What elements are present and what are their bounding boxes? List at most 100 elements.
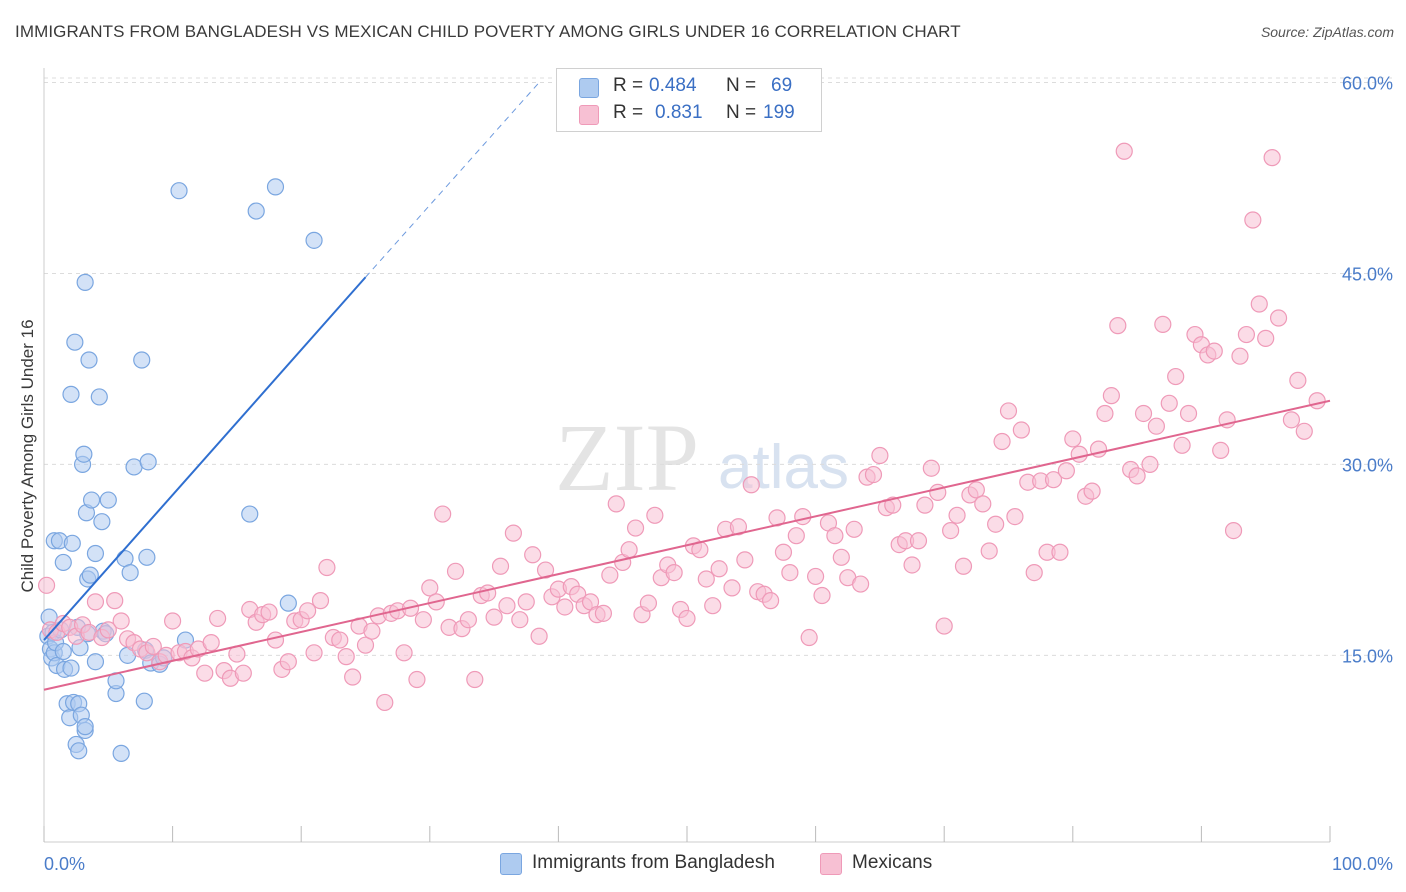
mexicans-point [1070,445,1088,463]
bangladesh-point [93,513,111,531]
mexicans-point [1128,467,1146,485]
mexicans-point [704,597,722,615]
correlation-legend: R = 0.484 N = 69 R = 0.831 N = 199 [556,68,822,132]
mexicans-point [318,558,336,577]
legend-row-bangladesh: R = 0.484 N = 69 [579,75,809,101]
mexicans-point [594,604,613,622]
mexicans-point [1205,342,1223,360]
mexicans-point [742,476,760,494]
y-tick-label: 15.0% [1342,646,1393,666]
bottom-legend-label-bangladesh: Immigrants from Bangladesh [532,852,775,873]
mexicans-point [999,402,1018,420]
mexicans-point [922,459,940,477]
mexicans-point [376,693,394,712]
mexicans-point [1244,211,1262,229]
mexicans-point [723,579,741,597]
mexicans-point [1295,422,1313,440]
legend-r-label: R = [613,102,644,123]
bangladesh-point [66,333,84,351]
mexicans-point [524,546,542,564]
mexicans-point [1173,436,1191,454]
mexicans-point [852,575,870,593]
mexicans-point [1147,417,1165,435]
mexicans-point [1269,309,1288,327]
mexicans-point [1102,387,1120,405]
legend-n-value: 199 [763,102,795,123]
mexicans-point [1167,367,1185,386]
bottom-legend-label-mexicans: Mexicans [852,852,933,873]
bottom-legend-swatch-mexicans [820,853,842,875]
mexicans-point [485,608,503,626]
bangladesh-point [139,453,157,471]
bangladesh-trend-extension [365,82,540,278]
mexicans-point [421,579,439,597]
bottom-legend-swatch-bangladesh [500,853,522,875]
x-tick-label-max: 100.0% [1332,854,1393,874]
mexicans-point [536,561,555,579]
mexicans-point [1141,455,1159,473]
bangladesh-point [54,642,72,661]
mexicans-point [1115,142,1133,160]
mexicans-point [967,481,985,499]
mexicans-point [1025,564,1043,582]
mexicans-point [434,505,452,523]
bottom-legend-bangladesh: Immigrants from Bangladesh [500,852,800,876]
watermark: ZIP atlas [555,404,849,511]
bangladesh-point [135,692,153,710]
bangladesh-point [170,182,188,200]
mexicans-point [1263,149,1281,167]
mexicans-point [697,570,715,588]
mexicans-point [1154,315,1172,333]
mexicans-point [916,496,934,514]
mexicans-point [86,593,105,611]
mexicans-point [954,557,973,575]
mexicans-point [626,519,645,537]
mexicans-point [511,611,529,629]
mexicans-point [601,566,619,584]
mexicans-point [832,548,850,566]
bangladesh-point [133,351,151,369]
bangladesh-point [70,742,88,760]
legend-n-value: 69 [771,75,793,96]
mexicans-point [202,634,220,652]
mexicans-point [909,532,928,550]
mexicans-point [639,594,658,612]
mexicans-point [781,564,799,582]
mexicans-point [1134,404,1153,423]
legend-r-label: R = [613,75,644,96]
mexicans-point [1006,507,1024,526]
bottom-legend-mexicans: Mexicans [820,852,960,876]
mexicans-point [942,521,960,540]
mexicans-point [1212,441,1230,459]
mexicans-point [459,611,477,629]
mexicans-point [813,586,831,605]
mexicans-point [1012,421,1030,439]
mexicans-point [196,664,214,682]
watermark-atlas: atlas [718,433,849,502]
mexicans-point [305,644,323,662]
mexicans-point [106,592,124,610]
mexicans-point [164,612,182,630]
mexicans-point [665,564,683,582]
mexicans-point [1282,411,1301,429]
chart-title: IMMIGRANTS FROM BANGLADESH VS MEXICAN CH… [15,22,961,41]
bangladesh-point [81,566,99,584]
mexicans-point [871,446,889,465]
mexicans-point [1051,543,1069,561]
y-tick-label: 30.0% [1342,455,1393,475]
bangladesh-point [266,178,285,196]
y-tick-label: 60.0% [1342,74,1393,94]
bangladesh-point [112,744,130,762]
mexicans-point [331,631,349,649]
mexicans-point [806,567,825,586]
mexicans-point [993,432,1011,451]
bangladesh-point [279,594,297,612]
mexicans-point [446,562,465,580]
mexicans-point [530,627,548,645]
mexicans-point [344,668,362,686]
mexicans-point [1308,392,1326,410]
mexicans-point [826,527,844,545]
bangladesh-point [54,553,72,572]
bangladesh-point [247,202,265,220]
